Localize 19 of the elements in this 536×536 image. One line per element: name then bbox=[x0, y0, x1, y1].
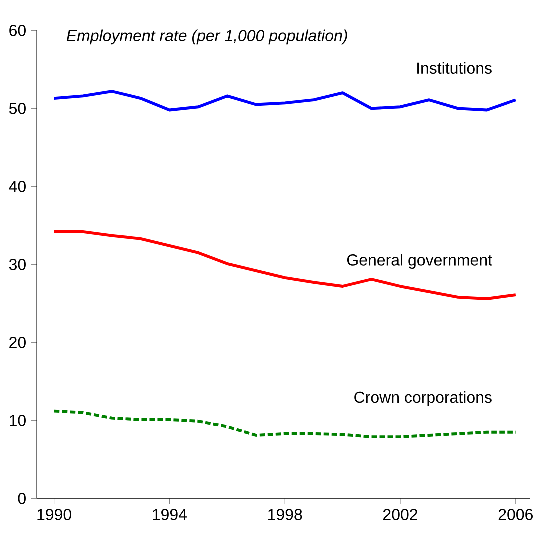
y-tick-label: 50 bbox=[10, 103, 26, 114]
y-tick-label: 0 bbox=[18, 493, 26, 504]
line-series bbox=[53, 90, 518, 112]
y-tick-label: 40 bbox=[9, 181, 26, 192]
x-tick-label: 1990 bbox=[38, 509, 72, 520]
series-label: Institutions bbox=[418, 62, 492, 74]
y-tick-label: 10 bbox=[10, 415, 26, 426]
x-tick-label: 2002 bbox=[384, 509, 418, 520]
y-tick-label: 30 bbox=[10, 259, 26, 270]
y-tick-label: 60 bbox=[10, 25, 26, 36]
series-label: General government bbox=[348, 254, 493, 270]
line-series bbox=[53, 410, 518, 439]
x-tick-label: 1998 bbox=[268, 509, 302, 520]
series-label: Crown corporations bbox=[354, 391, 492, 406]
line-series bbox=[53, 230, 518, 300]
chart-title: Employment rate (per 1,000 population) bbox=[67, 30, 348, 45]
y-tick-label: 20 bbox=[10, 337, 26, 348]
x-tick-label: 2006 bbox=[499, 509, 534, 520]
x-tick-label: 1994 bbox=[153, 509, 188, 520]
